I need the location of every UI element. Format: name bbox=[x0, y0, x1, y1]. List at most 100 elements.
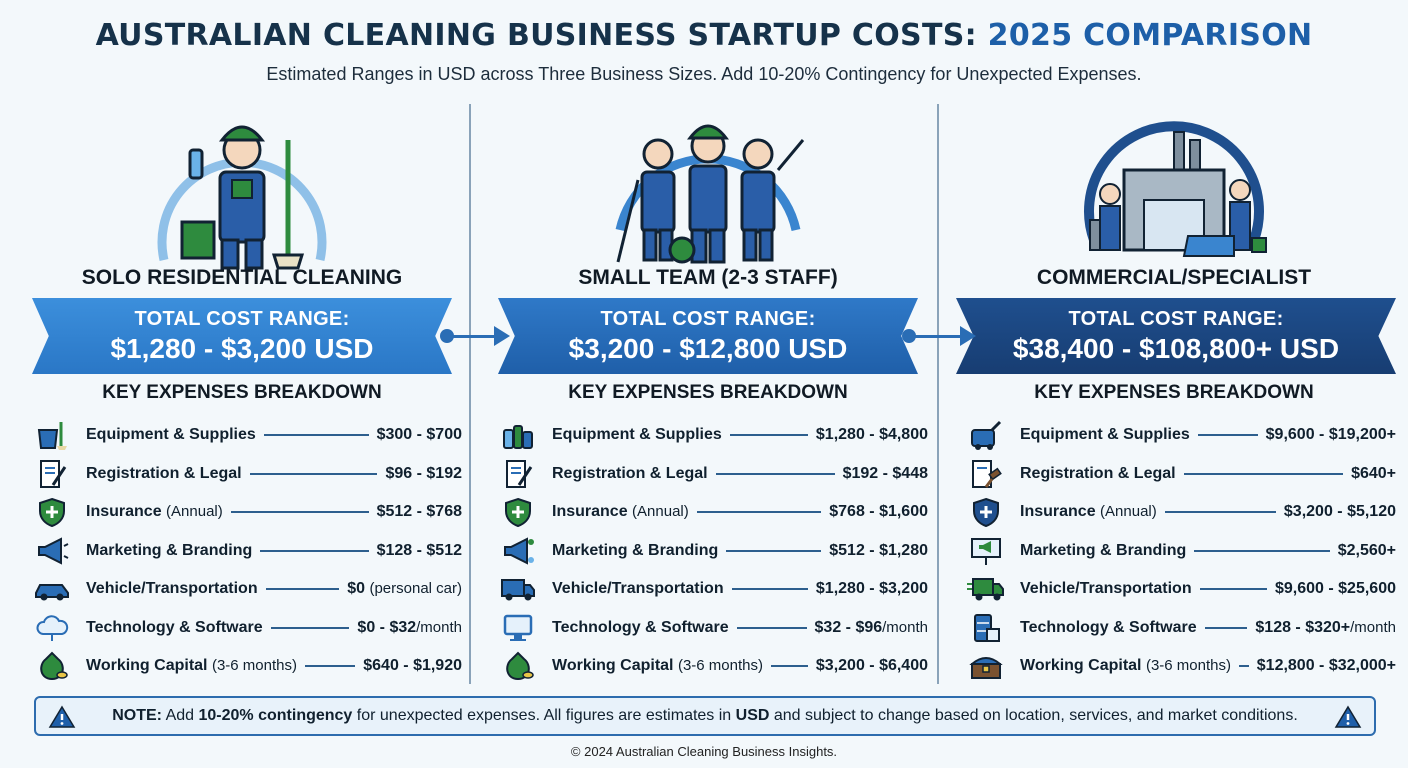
expense-row: Working Capital (3-6 months) $12,800 - $… bbox=[966, 647, 1396, 686]
leader-line bbox=[1183, 472, 1344, 475]
leader-line bbox=[1164, 511, 1276, 514]
title-accent: 2025 COMPARISON bbox=[987, 18, 1313, 53]
expense-label: Technology & Software bbox=[1020, 618, 1197, 636]
expense-label: Vehicle/Transportation bbox=[86, 580, 258, 598]
expense-row: Vehicle/Transportation $9,600 - $25,600 bbox=[966, 570, 1396, 609]
server-icon bbox=[966, 613, 1006, 643]
car-icon bbox=[32, 574, 72, 604]
truck-icon bbox=[966, 574, 1006, 604]
breakdown-heading: KEY EXPENSES BREAKDOWN bbox=[1034, 382, 1314, 403]
expense-row: Marketing & Branding $2,560+ bbox=[966, 532, 1396, 571]
expense-label: Insurance (Annual) bbox=[552, 503, 689, 521]
total-cost-banner: TOTAL COST RANGE: $1,280 - $3,200 USD bbox=[32, 298, 452, 374]
contingency-note: NOTE: Add 10-20% contingency for unexpec… bbox=[34, 696, 1376, 736]
expense-row: Equipment & Supplies $1,280 - $4,800 bbox=[498, 416, 928, 455]
expense-value: $2,560+ bbox=[1337, 541, 1396, 559]
column-title: SMALL TEAM (2-3 STAFF) bbox=[578, 266, 838, 289]
cloud-icon bbox=[32, 613, 72, 643]
van-icon bbox=[498, 574, 538, 604]
expense-label: Marketing & Branding bbox=[86, 541, 253, 559]
banner-value: $3,200 - $12,800 USD bbox=[568, 332, 848, 364]
expense-label: Marketing & Branding bbox=[552, 541, 719, 559]
treasure-chest-icon bbox=[966, 651, 1006, 681]
team-cleaners-illustration bbox=[478, 110, 938, 270]
column-title: SOLO RESIDENTIAL CLEANING bbox=[81, 266, 403, 289]
expense-value: $768 - $1,600 bbox=[829, 503, 928, 521]
expense-label: Insurance (Annual) bbox=[86, 503, 223, 521]
arrow-line bbox=[912, 335, 962, 338]
expense-row: Working Capital (3-6 months) $3,200 - $6… bbox=[498, 647, 928, 686]
expense-value: $3,200 - $5,120 bbox=[1283, 503, 1396, 521]
billboard-icon bbox=[966, 536, 1006, 566]
leader-line bbox=[249, 472, 378, 475]
leader-line bbox=[770, 665, 808, 668]
column-divider bbox=[937, 104, 939, 684]
expense-value: $512 - $1,280 bbox=[829, 541, 928, 559]
banner-label: TOTAL COST RANGE: bbox=[1068, 307, 1284, 330]
page-title: AUSTRALIAN CLEANING BUSINESS STARTUP COS… bbox=[0, 18, 1408, 53]
document-pen-icon bbox=[498, 459, 538, 489]
expense-row: Working Capital (3-6 months) $640 - $1,9… bbox=[32, 647, 462, 686]
expense-row: Equipment & Supplies $9,600 - $19,200+ bbox=[966, 416, 1396, 455]
column-solo: SOLO RESIDENTIAL CLEANING TOTAL COST RAN… bbox=[12, 100, 472, 690]
expense-row: Registration & Legal $640+ bbox=[966, 455, 1396, 494]
expense-row: Marketing & Branding $512 - $1,280 bbox=[498, 532, 928, 571]
expense-label: Registration & Legal bbox=[552, 464, 708, 482]
shield-icon bbox=[32, 497, 72, 528]
leader-line bbox=[304, 665, 356, 668]
leader-line bbox=[1194, 549, 1330, 552]
leader-line bbox=[230, 511, 369, 514]
note-text: NOTE: Add 10-20% contingency for unexpec… bbox=[112, 707, 1298, 724]
arrow-line bbox=[450, 335, 496, 338]
breakdown-heading: KEY EXPENSES BREAKDOWN bbox=[102, 382, 382, 403]
expense-row: Vehicle/Transportation $0 (personal car) bbox=[32, 570, 462, 609]
expense-label: Working Capital (3-6 months) bbox=[86, 657, 297, 675]
expense-row: Registration & Legal $96 - $192 bbox=[32, 455, 462, 494]
expense-value: $128 - $320+/month bbox=[1255, 618, 1396, 636]
expense-row: Insurance (Annual) $768 - $1,600 bbox=[498, 493, 928, 532]
leader-line bbox=[1204, 626, 1248, 629]
expense-list: Equipment & Supplies $9,600 - $19,200+ R… bbox=[966, 416, 1396, 686]
banner-label: TOTAL COST RANGE: bbox=[600, 307, 816, 330]
expense-label: Registration & Legal bbox=[1020, 464, 1176, 482]
expense-row: Insurance (Annual) $3,200 - $5,120 bbox=[966, 493, 1396, 532]
leader-line bbox=[715, 472, 835, 475]
leader-line bbox=[1238, 665, 1249, 668]
leader-line bbox=[263, 434, 369, 437]
arrow-dot bbox=[902, 329, 916, 343]
expense-value: $640 - $1,920 bbox=[363, 657, 462, 675]
connector-arrow bbox=[902, 326, 976, 346]
leader-line bbox=[726, 549, 822, 552]
expense-value: $300 - $700 bbox=[376, 426, 462, 444]
footer-copyright: © 2024 Australian Cleaning Business Insi… bbox=[570, 744, 838, 759]
leader-line bbox=[265, 588, 340, 591]
title-main: AUSTRALIAN CLEANING BUSINESS STARTUP COS… bbox=[95, 18, 977, 53]
expense-label: Equipment & Supplies bbox=[552, 426, 722, 444]
expense-label: Working Capital (3-6 months) bbox=[1020, 657, 1231, 675]
expense-value: $12,800 - $32,000+ bbox=[1256, 657, 1396, 675]
expense-row: Technology & Software $32 - $96/month bbox=[498, 609, 928, 648]
expense-list: Equipment & Supplies $300 - $700 Registr… bbox=[32, 416, 462, 686]
leader-line bbox=[729, 434, 808, 437]
commercial-facility-illustration bbox=[944, 110, 1404, 270]
expense-label: Technology & Software bbox=[552, 618, 729, 636]
expense-label: Vehicle/Transportation bbox=[552, 580, 724, 598]
document-gavel-icon bbox=[966, 459, 1006, 489]
spray-bottles-icon bbox=[498, 420, 538, 450]
expense-value: $512 - $768 bbox=[376, 503, 462, 521]
arrow-head bbox=[960, 326, 976, 346]
arrow-dot bbox=[440, 329, 454, 343]
leader-line bbox=[260, 549, 369, 552]
monitor-icon bbox=[498, 613, 538, 643]
connector-arrow bbox=[440, 326, 510, 346]
expense-label: Working Capital (3-6 months) bbox=[552, 657, 763, 675]
expense-value: $0 - $32/month bbox=[357, 618, 462, 636]
bucket-supplies-icon bbox=[32, 420, 72, 451]
leader-line bbox=[1199, 588, 1267, 591]
leader-line bbox=[696, 511, 822, 514]
expense-value: $3,200 - $6,400 bbox=[815, 657, 928, 675]
column-small-team: SMALL TEAM (2-3 STAFF) TOTAL COST RANGE:… bbox=[478, 100, 938, 690]
expense-row: Technology & Software $128 - $320+/month bbox=[966, 609, 1396, 648]
expense-label: Insurance (Annual) bbox=[1020, 503, 1157, 521]
total-cost-banner: TOTAL COST RANGE: $3,200 - $12,800 USD bbox=[498, 298, 918, 374]
